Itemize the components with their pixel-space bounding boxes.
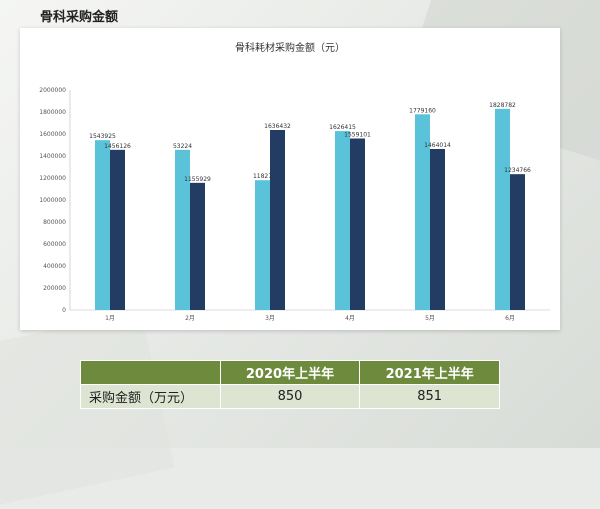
bar-series-2 [110, 149, 125, 310]
y-tick-label: 200000 [43, 285, 66, 292]
y-axis: 0 200000 400000 600000 800000 1000000 1200000 1… [39, 87, 71, 314]
bar-series-1 [255, 180, 270, 310]
data-label: 1559101 [344, 131, 371, 138]
table-header-blank [80, 360, 221, 385]
y-tick-label: 1000000 [39, 197, 66, 204]
data-label: 1828782 [489, 102, 516, 109]
y-tick-label: 400000 [43, 263, 66, 270]
y-tick-label: 1200000 [39, 175, 66, 182]
bar-series-2 [270, 129, 285, 310]
data-label: 1456126 [104, 143, 131, 150]
bar-series-1 [95, 140, 110, 310]
y-tick-label: 2000000 [39, 87, 66, 94]
table-cell-2021: 851 [359, 384, 500, 409]
bar-series-2 [350, 138, 365, 310]
data-label: 1155929 [184, 176, 211, 183]
y-tick-label: 800000 [43, 219, 66, 226]
bar-series-1 [175, 149, 190, 310]
data-label: 1636432 [264, 123, 291, 130]
data-label: 1234766 [504, 167, 531, 174]
data-label: 1779160 [409, 107, 436, 114]
table-header-2021: 2021年上半年 [359, 360, 500, 385]
y-tick-label: 0 [62, 307, 66, 314]
data-label: 53224 [173, 143, 192, 150]
x-tick-label: 5月 [425, 315, 435, 322]
bar-series-1 [335, 131, 350, 310]
y-tick-label: 1600000 [39, 131, 66, 138]
chart-title: 骨科耗材采购金额（元） [235, 41, 345, 54]
bar-chart: 骨科耗材采购金额（元） 0 200000 400000 600000 800000 100… [39, 41, 550, 322]
data-label: 11827 [253, 173, 272, 180]
table-header-2020: 2020年上半年 [219, 360, 361, 385]
page-title: 骨科采购金额 [40, 10, 119, 25]
bar-series-1 [415, 114, 430, 311]
x-tick-label: 3月 [265, 315, 275, 322]
summary-table: 2020年上半年 2021年上半年 采购金额（万元） 850 851 [80, 360, 500, 409]
x-tick-label: 6月 [505, 315, 515, 322]
x-tick-label: 1月 [105, 315, 115, 322]
bars [95, 108, 525, 311]
bar-series-2 [430, 148, 445, 310]
table-cell-2020: 850 [219, 384, 361, 409]
data-label: 1626415 [329, 124, 356, 131]
table-header-row: 2020年上半年 2021年上半年 [80, 360, 500, 385]
x-tick-label: 2月 [185, 315, 195, 322]
y-tick-label: 1800000 [39, 109, 66, 116]
data-label: 1464014 [424, 142, 451, 149]
data-label: 1543925 [89, 133, 116, 140]
bar-series-1 [495, 108, 510, 310]
x-axis: 1月 2月 3月 4月 5月 6月 [70, 309, 550, 322]
table-row: 采购金额（万元） 850 851 [80, 384, 500, 409]
chart-card: 骨科耗材采购金额（元） 0 200000 400000 600000 800000 100… [20, 28, 560, 330]
y-tick-label: 1400000 [39, 153, 66, 160]
data-labels: 1543925 1456126 53224 1155929 11827 1636432 16… [89, 102, 531, 183]
bar-series-2 [190, 182, 205, 310]
x-tick-label: 4月 [345, 315, 355, 322]
bar-series-2 [510, 174, 525, 310]
table-row-label: 采购金额（万元） [80, 384, 221, 409]
y-tick-label: 600000 [43, 241, 66, 248]
